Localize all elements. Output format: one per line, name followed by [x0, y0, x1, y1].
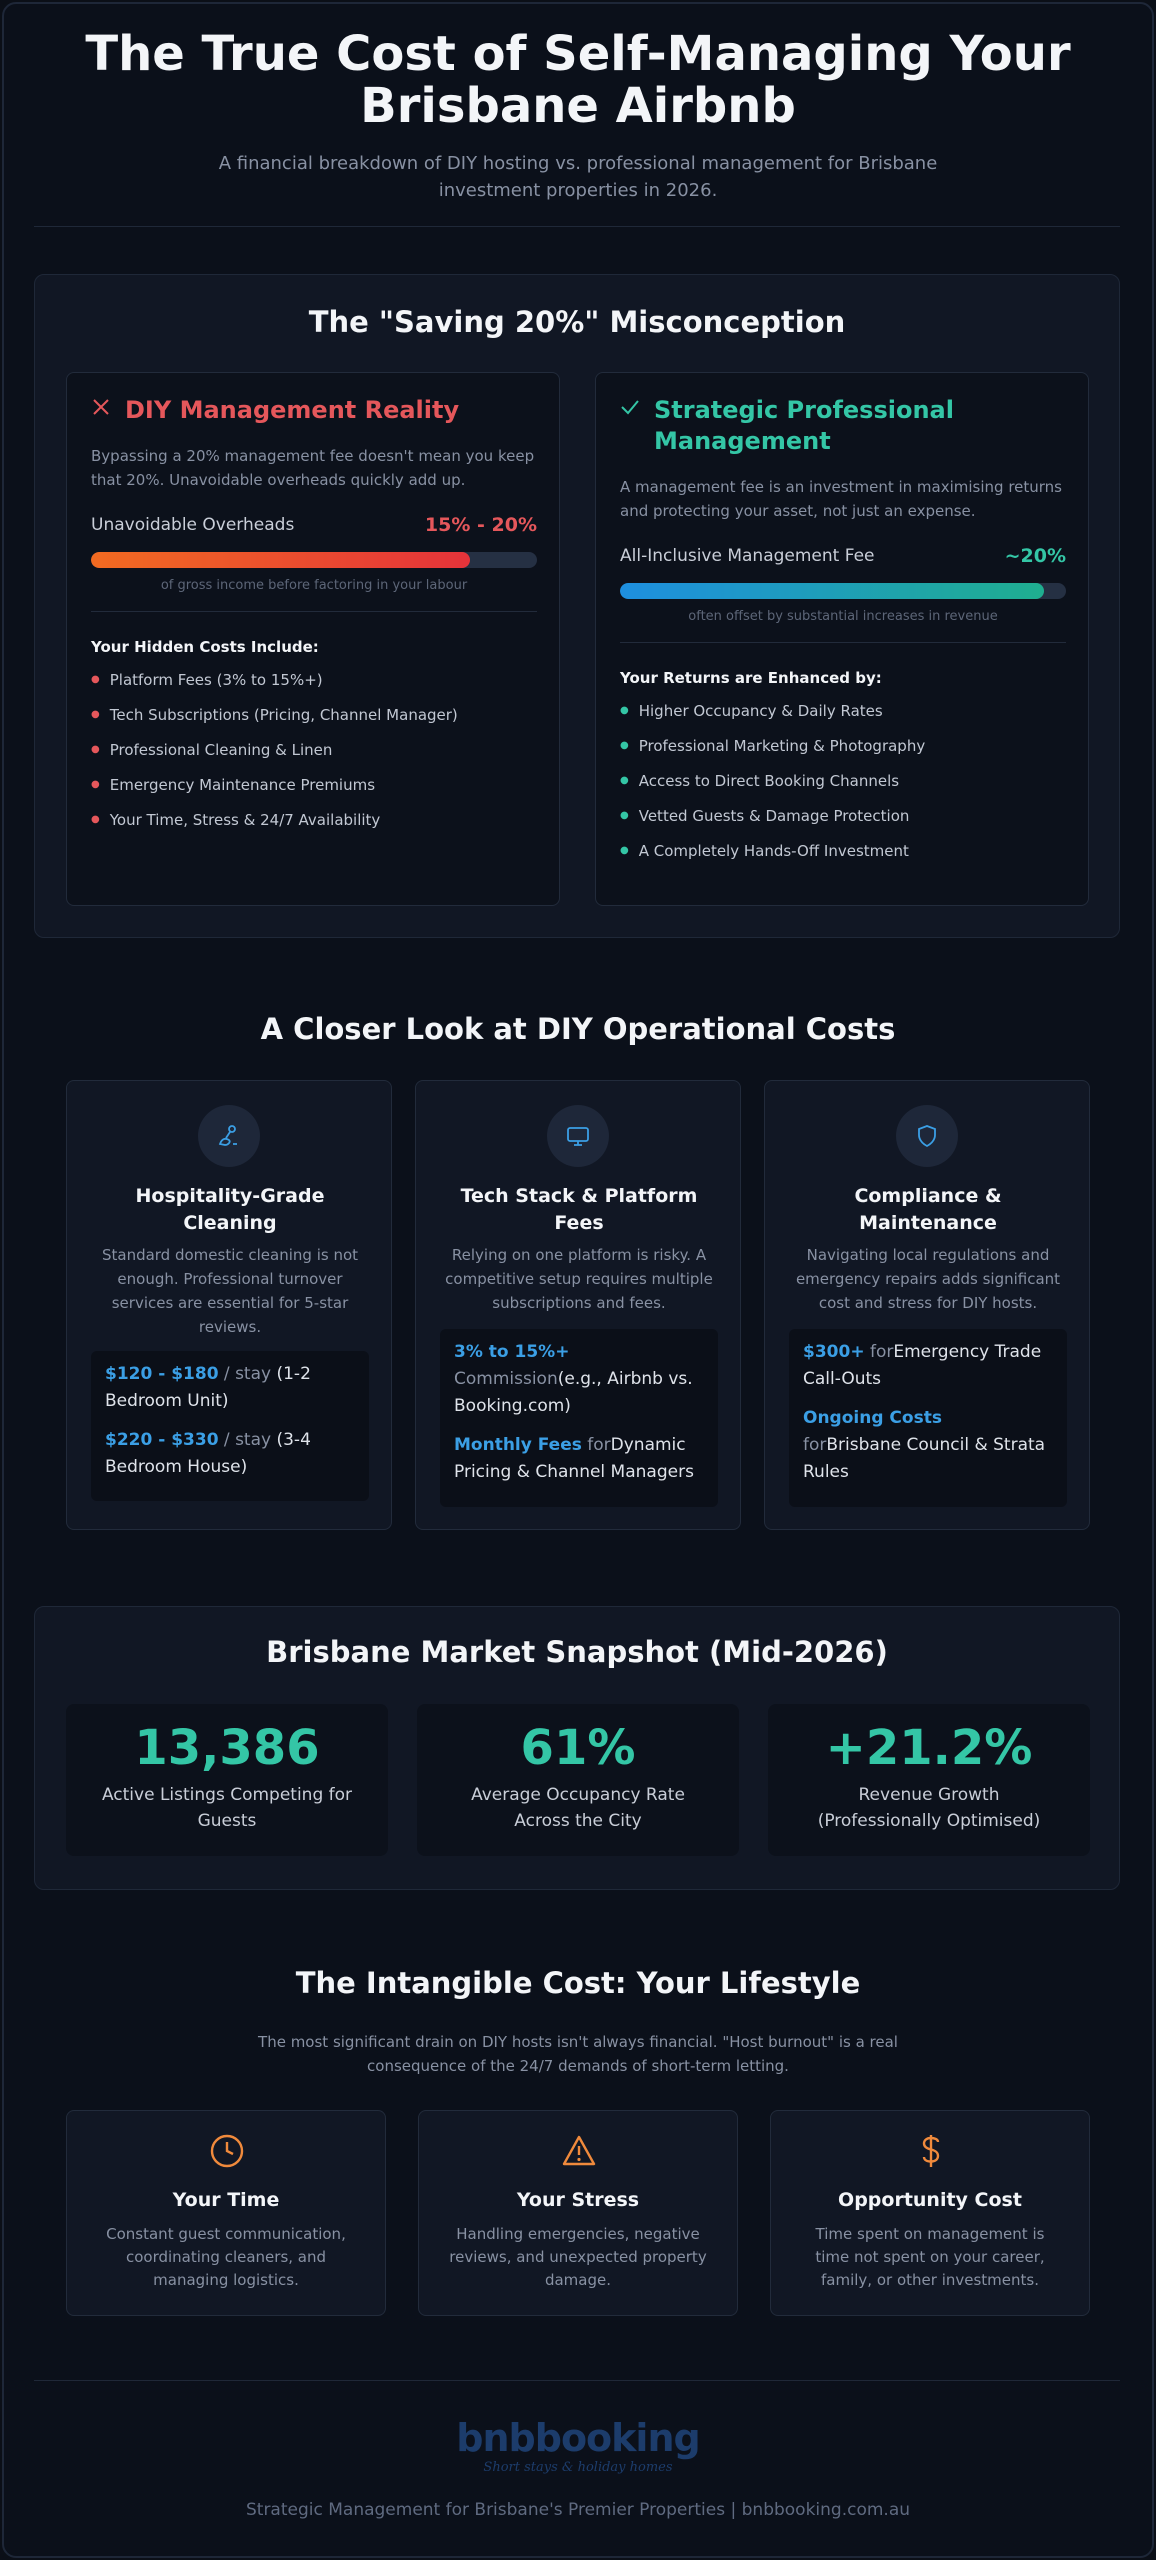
icon-circle [896, 1105, 958, 1167]
price-line: $120 - $180 / stay (1-2 Bedroom Unit) [105, 1364, 311, 1411]
list-item: ● Access to Direct Booking Channels [620, 771, 900, 790]
card-title: Tech Stack & Platform Fees [460, 1185, 698, 1234]
card-desc: Standard domestic cleaning is not enough… [101, 1246, 359, 1336]
overhead-bar [91, 552, 537, 568]
card-title: Your Time [172, 2189, 280, 2211]
pro-desc: A management fee is an investment in max… [620, 478, 1063, 520]
list-item: ● Professional Marketing & Photography [620, 736, 926, 755]
monitor-icon [567, 1127, 589, 1146]
pro-card: Strategic Professional Management A mana… [595, 372, 1089, 906]
list-item: ● A Completely Hands-Off Investment [620, 841, 909, 860]
card-title: Opportunity Cost [838, 2189, 1022, 2211]
tech-card: Tech Stack & Platform Fees Relying on one… [415, 1080, 741, 1530]
pro-card-title: Strategic Professional Management [620, 395, 1066, 457]
list-item: ● Professional Cleaning & Linen [91, 740, 333, 759]
diy-card: DIY Management Reality Bypassing a 20% m… [66, 372, 560, 906]
stat-label: Revenue Growth (Professionally Optimised) [817, 1785, 1041, 1831]
list-item: ● Emergency Maintenance Premiums [91, 775, 376, 794]
check-icon [620, 395, 642, 426]
section-title: Brisbane Market Snapshot (Mid-2026) [266, 1635, 888, 1669]
stat-value: 13,386 [134, 1720, 320, 1776]
hidden-costs-list: ● Platform Fees (3% to 15%+) ● Tech Subscr… [91, 662, 537, 837]
time-card: Your Time Constant guest communication, … [66, 2110, 386, 2316]
clock-icon [210, 2134, 244, 2168]
list-title: Your Returns are Enhanced by: [620, 669, 882, 687]
card-desc: Time spent on management is time not spe… [815, 2225, 1045, 2289]
divider [34, 2380, 1120, 2381]
stat-card: 61% Average Occupancy Rate Across the Cit… [417, 1704, 739, 1856]
page-header: The True Cost of Self-Managing Your Bris… [0, 28, 1156, 204]
bar-note: often offset by substantial increases in… [688, 609, 998, 624]
stat-label: Average Occupancy Rate Across the City [471, 1785, 685, 1831]
card-desc: Relying on one platform is risky. A comp… [445, 1246, 713, 1312]
metric-value: 15% - 20% [424, 514, 537, 536]
price-line: Ongoing Costs forBrisbane Council & Stra… [803, 1408, 1046, 1482]
list-item: ● Your Time, Stress & 24/7 Availability [91, 810, 381, 829]
stat-value: 61% [520, 1720, 636, 1776]
fee-bar-fill [620, 583, 1044, 599]
price-box: $120 - $180 / stay (1-2 Bedroom Unit) $2… [91, 1351, 369, 1501]
section-title: The Intangible Cost: Your Lifestyle [295, 1966, 861, 2000]
stress-card: Your Stress Handling emergencies, negati… [418, 2110, 738, 2316]
section-title: A Closer Look at DIY Operational Costs [260, 1012, 896, 1046]
price-line: $300+ forEmergency Trade Call-Outs [803, 1342, 1042, 1389]
cleaning-card: Hospitality-Grade Cleaning Standard domes… [66, 1080, 392, 1530]
diy-desc: Bypassing a 20% management fee doesn't m… [91, 447, 535, 489]
price-line: Monthly Fees forDynamic Pricing & Channe… [454, 1435, 694, 1482]
dollar-icon [922, 2135, 940, 2167]
price-line: $220 - $330 / stay (3-4 Bedroom House) [105, 1430, 311, 1477]
misconception-panel: The "Saving 20%" Misconception DIY Manag… [34, 274, 1120, 938]
stat-card: 13,386 Active Listings Competing for Gues… [66, 1704, 388, 1856]
bar-note: of gross income before factoring in your… [160, 578, 468, 593]
list-title: Your Hidden Costs Include: [91, 638, 319, 656]
icon-circle [547, 1105, 609, 1167]
stat-card: +21.2% Revenue Growth (Professionally Opt… [768, 1704, 1090, 1856]
stat-value: +21.2% [825, 1720, 1033, 1776]
price-box: 3% to 15%+ Commission(e.g., Airbnb vs. B… [440, 1329, 718, 1507]
compliance-card: Compliance & Maintenance Navigating local… [764, 1080, 1090, 1530]
divider [91, 611, 537, 612]
card-title: Your Stress [516, 2189, 640, 2211]
list-item: ● Vetted Guests & Damage Protection [620, 806, 910, 825]
divider [34, 226, 1120, 227]
price-line: 3% to 15%+ Commission(e.g., Airbnb vs. B… [454, 1342, 693, 1416]
page-title: The True Cost of Self-Managing Your Bris… [85, 26, 1071, 134]
diy-metric: Unavoidable Overheads 15% - 20% [91, 514, 537, 536]
stat-label: Active Listings Competing for Guests [101, 1785, 353, 1831]
pro-metric: All-Inclusive Management Fee ~20% [620, 545, 1066, 567]
page-subtitle: A financial breakdown of DIY hosting vs.… [218, 153, 938, 201]
footer-text: Strategic Management for Brisbane's Prem… [245, 2500, 911, 2520]
section-desc: The most significant drain on DIY hosts … [258, 2033, 898, 2075]
icon-circle [198, 1105, 260, 1167]
close-icon [91, 395, 113, 426]
card-title: Hospitality-Grade Cleaning [135, 1185, 325, 1234]
card-desc: Navigating local regulations and emergen… [795, 1246, 1061, 1312]
card-desc: Constant guest communication, coordinati… [106, 2225, 346, 2289]
overhead-bar-fill [91, 552, 471, 568]
list-item: ● Tech Subscriptions (Pricing, Channel Ma… [91, 705, 458, 724]
fee-bar [620, 583, 1066, 599]
metric-label: All-Inclusive Management Fee [620, 546, 875, 566]
list-item: ● Platform Fees (3% to 15%+) [91, 670, 323, 689]
returns-list: ● Higher Occupancy & Daily Rates ● Profess… [620, 693, 1066, 868]
opportunity-card: Opportunity Cost Time spent on managemen… [770, 2110, 1090, 2316]
metric-label: Unavoidable Overheads [91, 515, 295, 535]
list-item: ● Higher Occupancy & Daily Rates [620, 701, 883, 720]
price-box: $300+ forEmergency Trade Call-Outs Ongoi… [789, 1329, 1067, 1507]
divider [620, 642, 1066, 643]
warning-icon [562, 2135, 596, 2166]
metric-value: ~20% [1004, 545, 1066, 567]
section-title: The "Saving 20%" Misconception [308, 305, 846, 339]
diy-card-title: DIY Management Reality [91, 395, 537, 426]
card-desc: Handling emergencies, negative reviews, … [449, 2225, 707, 2289]
brand-logo: bnbbooking Short stays & holiday homes [456, 2416, 700, 2475]
card-title: Compliance & Maintenance [854, 1185, 1002, 1234]
cleaning-icon [218, 1125, 237, 1146]
shield-icon [918, 1125, 936, 1148]
